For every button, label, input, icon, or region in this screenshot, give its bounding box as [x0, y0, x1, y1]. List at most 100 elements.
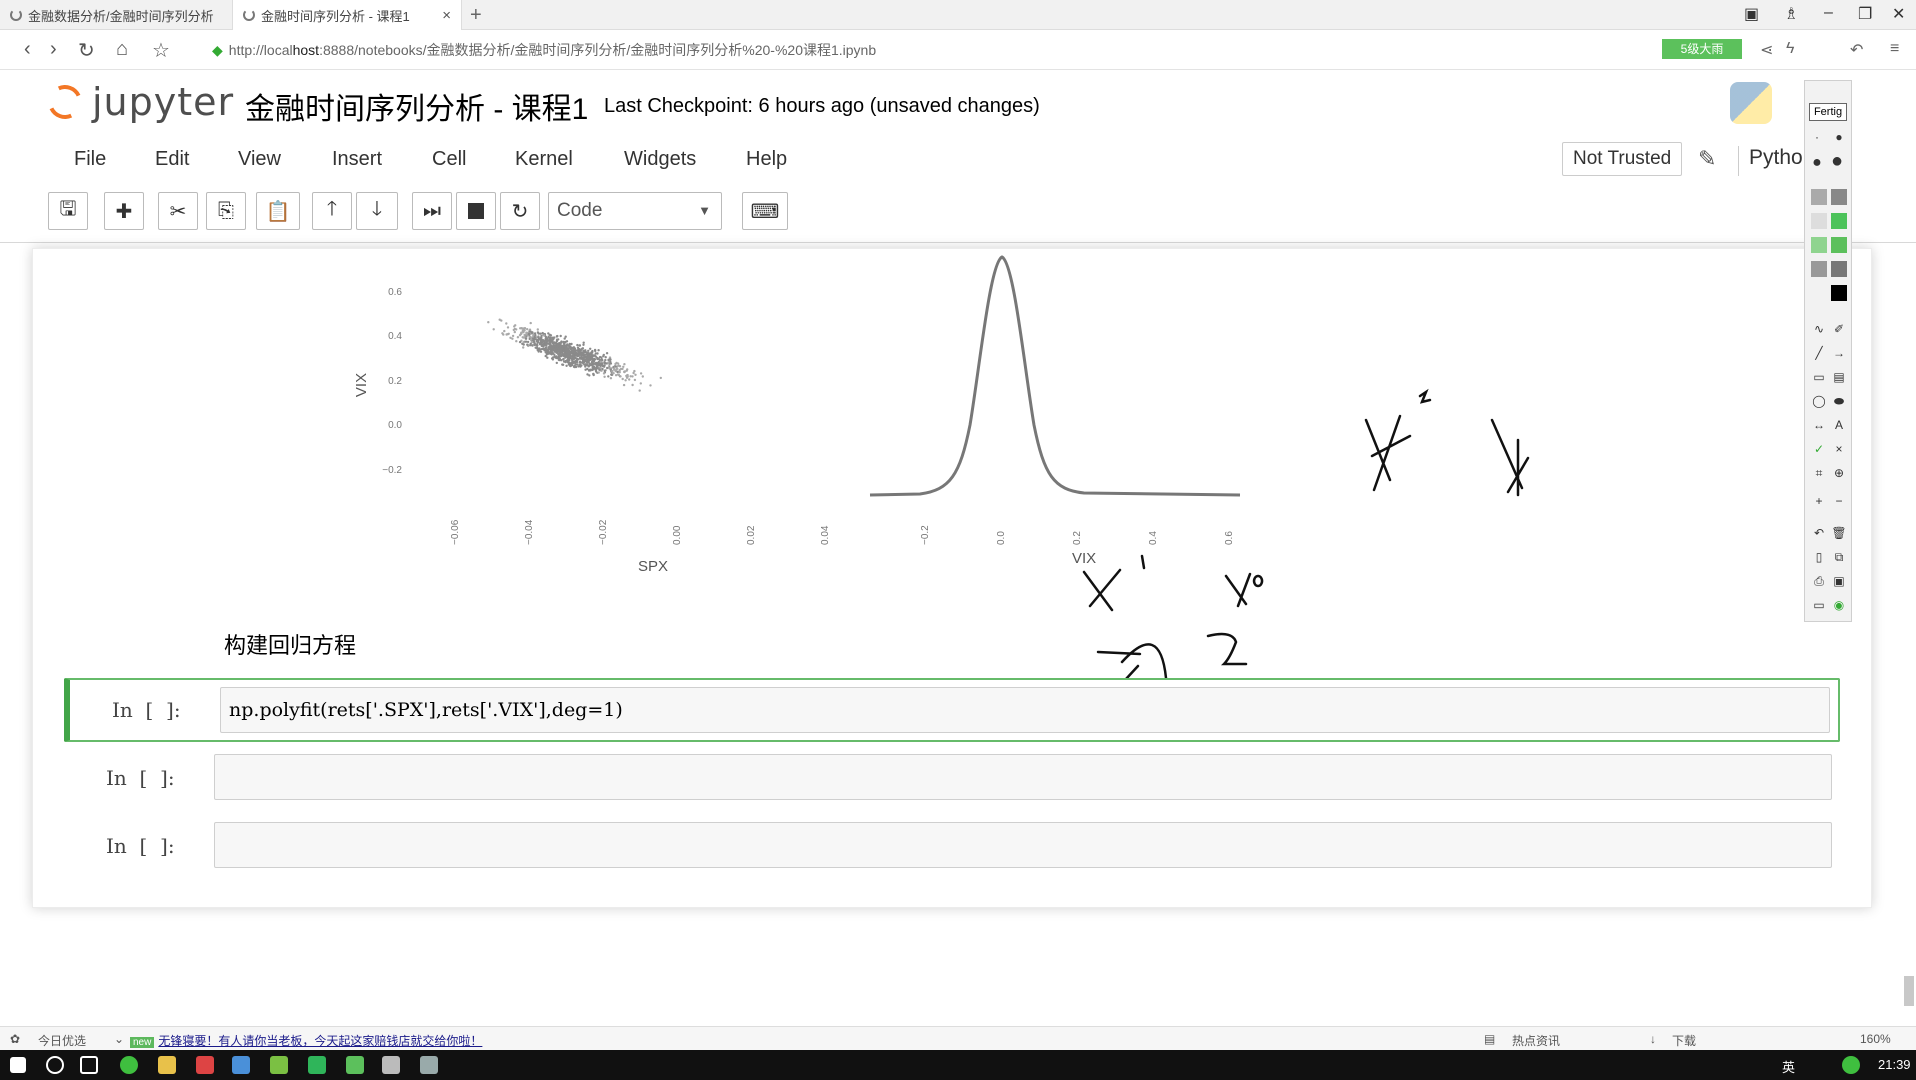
cut-button[interactable]: ✂: [158, 192, 198, 230]
undo-icon[interactable]: ↶: [1850, 42, 1864, 59]
close-window-icon[interactable]: ✕: [1892, 6, 1906, 23]
scrollbar[interactable]: [1904, 976, 1914, 1006]
app-360-icon[interactable]: [120, 1056, 138, 1074]
save-button[interactable]: 🖫: [48, 192, 88, 230]
download-arrow-icon[interactable]: ↓: [1650, 1032, 1656, 1046]
crop-icon[interactable]: ⌗: [1815, 466, 1823, 480]
slate-swatch[interactable]: [1831, 261, 1847, 277]
back-icon[interactable]: ‹: [24, 38, 31, 60]
not-trusted-button[interactable]: Not Trusted: [1562, 142, 1683, 176]
app-blue-icon[interactable]: [232, 1056, 250, 1074]
menu-widgets[interactable]: Widgets: [624, 148, 697, 170]
interrupt-button[interactable]: [456, 192, 496, 230]
menu-file[interactable]: File: [74, 148, 107, 170]
insert-cell-button[interactable]: ✚: [104, 192, 144, 230]
forward-icon[interactable]: ›: [50, 38, 57, 60]
dot-small-icon[interactable]: ●: [1835, 130, 1843, 144]
cell-type-select[interactable]: Code ▼: [548, 192, 722, 230]
mid-gray-swatch[interactable]: [1811, 261, 1827, 277]
weather-badge[interactable]: 5级大雨: [1662, 39, 1742, 59]
ellipse-tool-icon[interactable]: ◯: [1812, 394, 1826, 408]
dot-medium-icon[interactable]: ●: [1812, 154, 1822, 171]
edit-pencil-icon[interactable]: ✎: [1698, 146, 1717, 171]
cross-icon[interactable]: ×: [1835, 442, 1843, 456]
add-icon[interactable]: +: [1815, 494, 1823, 508]
light-swatch[interactable]: [1811, 213, 1827, 229]
menu-insert[interactable]: Insert: [332, 148, 383, 170]
home-icon[interactable]: ⌂: [116, 38, 129, 60]
tray-360-icon[interactable]: [1842, 1056, 1860, 1074]
close-tab-icon[interactable]: ×: [442, 6, 451, 24]
save-icon[interactable]: ▣: [1833, 574, 1845, 588]
folder-icon[interactable]: [158, 1056, 176, 1074]
hotnews-icon[interactable]: ▤: [1484, 1032, 1496, 1046]
check-icon[interactable]: ✓: [1813, 442, 1825, 456]
recommend-icon[interactable]: ✿: [10, 1032, 21, 1046]
copy-page-icon[interactable]: ⧉: [1834, 550, 1844, 564]
news-link[interactable]: 无锋寝要！有人请你当老板，今天起这家赔钱店就交给你啦！: [158, 1034, 483, 1048]
menu-help[interactable]: Help: [746, 148, 788, 170]
black-swatch[interactable]: [1831, 285, 1847, 301]
text-tool-icon[interactable]: A: [1834, 418, 1843, 432]
code-cell[interactable]: In [ ]:: [64, 752, 1840, 802]
menu-view[interactable]: View: [238, 148, 281, 170]
filled-rectangle-icon[interactable]: ▤: [1833, 370, 1845, 384]
tab-course1[interactable]: 金融时间序列分析 - 课程1 ×: [232, 0, 462, 30]
trash-icon[interactable]: 🗑: [1831, 526, 1847, 540]
eraser-icon[interactable]: ✐: [1833, 322, 1845, 336]
code-editor[interactable]: [214, 822, 1832, 868]
palette-done-button[interactable]: Fertig: [1809, 103, 1847, 121]
double-arrow-icon[interactable]: ↔: [1813, 418, 1825, 432]
move-up-button[interactable]: 🡑: [312, 192, 352, 230]
star-icon[interactable]: ☆: [152, 40, 170, 62]
green-swatch[interactable]: [1831, 237, 1847, 253]
copy-button[interactable]: ⎘: [206, 192, 246, 230]
search-icon[interactable]: [46, 1056, 64, 1074]
menu-edit[interactable]: Edit: [155, 148, 190, 170]
code-editor[interactable]: np.polyfit(rets['.SPX'],rets['.VIX'],deg…: [220, 687, 1830, 733]
restart-button[interactable]: ↻: [500, 192, 540, 230]
status-hotnews[interactable]: 热点资讯: [1512, 1034, 1561, 1048]
paste-button[interactable]: 📋: [256, 192, 300, 230]
clock[interactable]: 21:39: [1878, 1057, 1911, 1072]
gray-swatch[interactable]: [1811, 189, 1827, 205]
status-zoom[interactable]: 160%: [1860, 1032, 1891, 1046]
light-green-swatch[interactable]: [1811, 237, 1827, 253]
status-recommend[interactable]: 今日优选: [38, 1034, 87, 1048]
code-cell[interactable]: In [ ]:: [64, 820, 1840, 870]
ime-indicator[interactable]: 英: [1782, 1060, 1796, 1075]
tab-financial-analysis[interactable]: 金融数据分析/金融时间序列分析: [0, 0, 232, 30]
globe-icon[interactable]: ◉: [1833, 598, 1845, 612]
undo-icon[interactable]: ↶: [1813, 526, 1825, 540]
filled-ellipse-icon[interactable]: ⬬: [1833, 394, 1845, 408]
move-down-button[interactable]: 🡓: [356, 192, 398, 230]
remove-icon[interactable]: −: [1835, 494, 1843, 508]
rectangle-tool-icon[interactable]: ▭: [1813, 370, 1825, 384]
dark-gray-swatch[interactable]: [1831, 189, 1847, 205]
reload-icon[interactable]: ↻: [78, 40, 95, 62]
app-tools-icon[interactable]: [420, 1056, 438, 1074]
menu-icon[interactable]: ≡: [1890, 40, 1900, 57]
status-download[interactable]: 下载: [1672, 1034, 1697, 1048]
jupyter-logo[interactable]: jupyter: [43, 80, 234, 124]
status-news[interactable]: new 无锋寝要！有人请你当老板，今天起这家赔钱店就交给你啦！: [130, 1032, 482, 1049]
zoom-icon[interactable]: ⊕: [1833, 466, 1845, 480]
windows-start-icon[interactable]: [10, 1057, 26, 1073]
share-icon[interactable]: ⋖: [1760, 42, 1774, 59]
app-green-icon[interactable]: [270, 1056, 288, 1074]
browser-icon[interactable]: [308, 1056, 326, 1074]
kernel-name[interactable]: Pytho: [1738, 146, 1803, 176]
minimize-icon[interactable]: –: [1824, 4, 1833, 21]
print-icon[interactable]: ⎙: [1814, 574, 1824, 588]
screen-icon[interactable]: ▭: [1813, 598, 1825, 612]
code-editor[interactable]: [214, 754, 1832, 800]
menu-cell[interactable]: Cell: [432, 148, 467, 170]
arrow-tool-icon[interactable]: →: [1833, 346, 1845, 360]
app-gray-icon[interactable]: [382, 1056, 400, 1074]
url-field[interactable]: ◆ http://localhost:8888/notebooks/金融数据分析/…: [212, 40, 876, 60]
flash-icon[interactable]: ϟ: [1786, 40, 1795, 57]
line-tool-icon[interactable]: ╱: [1815, 346, 1823, 360]
app-wechat-icon[interactable]: [346, 1056, 364, 1074]
new-tab-button[interactable]: +: [470, 4, 482, 26]
notebook-title[interactable]: 金融时间序列分析 - 课程1: [245, 93, 589, 126]
